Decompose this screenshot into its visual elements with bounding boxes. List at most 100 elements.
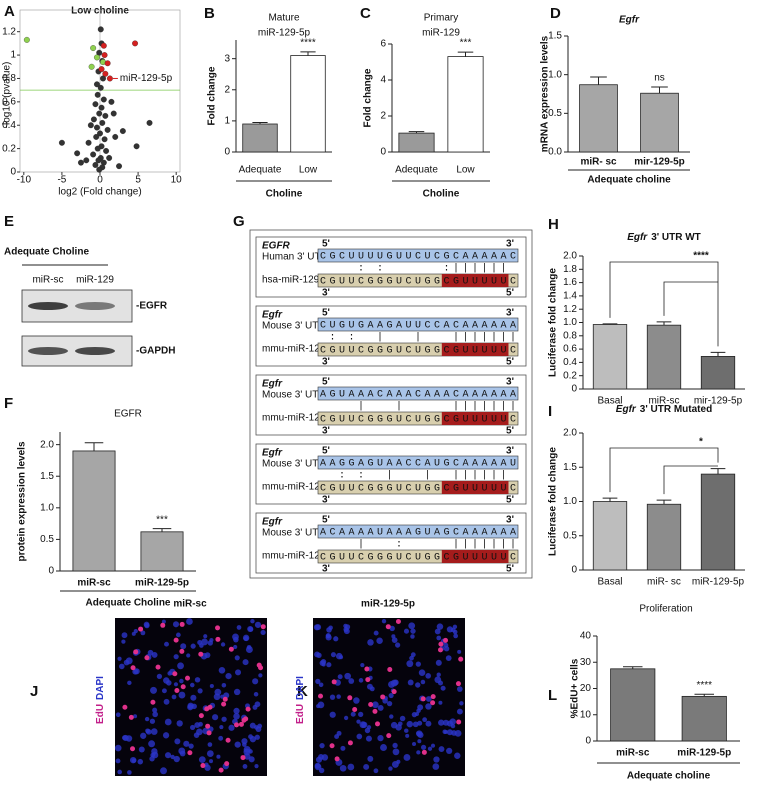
y-axis-label: Luciferase fold change [548,268,559,377]
edu-nucleus [130,665,136,671]
chart-title: EGFR [114,409,142,420]
nucleus [410,628,416,634]
target-seq: AAGGAGUAACCAUGCAAAAAU [320,459,516,470]
pairing: : : | | |||||| [320,470,516,482]
nucleus [190,643,196,649]
edu-nucleus [238,721,244,727]
nucleus [350,711,356,717]
nucleus [446,747,453,755]
nucleus [122,735,127,741]
nucleus [201,638,208,646]
lane-label: miR-129 [76,275,114,286]
nucleus [443,645,450,652]
end-label: 3' [322,564,330,575]
nucleus [427,746,433,751]
point [95,157,102,164]
nucleus [394,642,401,648]
nucleus [233,688,241,696]
edu-nucleus [455,681,461,687]
edu-nucleus [421,749,427,755]
bar [290,55,326,153]
nucleus [425,703,432,710]
pairing: | : ||||||| [320,539,516,551]
nucleus [172,621,180,628]
nucleus [373,630,379,636]
nucleus [174,738,181,745]
edu-nucleus [173,637,179,643]
nucleus [149,718,156,724]
y-tick-label: 2.0 [563,251,577,262]
nucleus [197,688,203,694]
nucleus [336,694,341,699]
nucleus [189,682,195,688]
nucleus [247,625,254,633]
utr-label: Mouse 3' UTR D [262,528,336,539]
nucleus [411,711,417,718]
nucleus [330,652,336,658]
y-tick-label: 0.4 [2,120,16,131]
edu-nucleus [234,722,240,728]
nucleus [164,752,172,759]
y-tick-label: 0.2 [563,370,577,381]
point [97,26,104,33]
nucleus [377,704,384,711]
point [96,49,103,56]
blot-title: Adequate Choline [4,247,89,258]
nucleus [369,686,375,692]
edu-nucleus [179,648,185,654]
point [23,36,30,43]
nucleus [450,723,456,729]
edu-nucleus [395,618,401,624]
nucleus [164,718,172,726]
x-tick-label: 10 [171,175,183,186]
nucleus [115,758,121,764]
point [83,157,90,164]
nucleus [161,619,166,624]
y-tick-label: 40 [580,631,592,642]
nucleus [115,712,121,718]
bar [592,324,628,390]
point [102,70,109,77]
y-axis-label: Fold change [207,66,218,125]
nucleus [183,740,190,747]
nucleus [343,715,349,721]
x-tick-label: Adequate [239,165,282,176]
significance: ns [654,73,665,84]
bar [700,473,736,571]
chart-title: Egfr [619,15,640,26]
nucleus [254,764,259,769]
nucleus [328,625,333,631]
edu-nucleus [347,740,353,746]
nucleus [372,701,379,709]
gene-label: Egfr [262,448,283,459]
point [101,136,108,143]
utr-label: Human 3' UTR [262,252,328,263]
stain-edu: EdU [95,704,106,724]
nucleus [166,680,172,686]
edu-nucleus [144,655,150,661]
nucleus [422,717,428,723]
nucleus [167,671,173,676]
y-tick-label: 4 [380,75,386,86]
point [102,112,109,119]
edu-nucleus [245,706,251,712]
edu-nucleus [438,641,444,647]
edu-nucleus [215,625,221,631]
edu-nucleus [180,684,186,690]
nucleus [242,763,248,769]
error-bar [602,497,618,502]
nucleus [367,639,374,646]
point [92,162,99,168]
edu-nucleus [437,647,443,653]
chart-title: Egfr 3' UTR Mutated [616,404,712,415]
significance: * [699,437,703,448]
y-tick-label: 1.5 [40,471,54,482]
gene-label: Egfr [262,310,283,321]
mirna-label: hsa-miR-129-5p [262,275,334,286]
nucleus [150,728,158,735]
point [108,98,115,105]
error-bar [622,666,643,669]
x-tick-label: miR-129-5p [677,748,731,759]
nucleus [164,641,169,647]
utr-label: Mouse 3' UTR C [262,459,336,470]
